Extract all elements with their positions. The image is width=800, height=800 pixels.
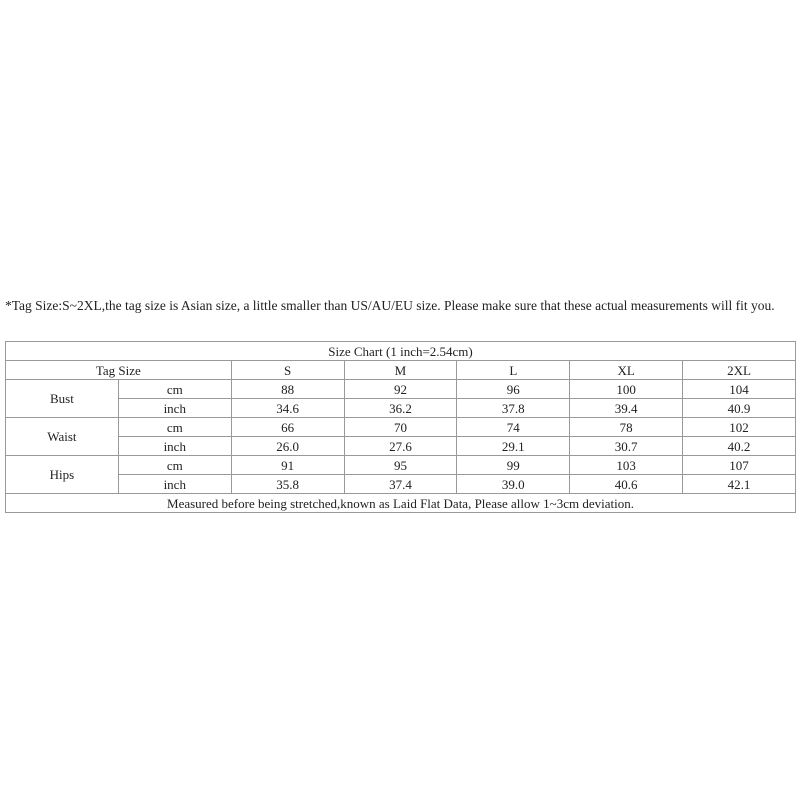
value-cell: 74 xyxy=(456,417,571,437)
table-row: Waist cm 66 70 74 78 102 xyxy=(5,417,796,456)
value-cell: 40.6 xyxy=(569,474,684,494)
unit-cell: cm xyxy=(117,455,232,475)
value-cell: 100 xyxy=(569,379,684,399)
value-cell: 40.9 xyxy=(682,398,796,418)
size-header-m: M xyxy=(343,360,458,380)
table-row: Bust cm 88 92 96 100 104 xyxy=(5,379,796,418)
size-header-2xl: 2XL xyxy=(682,360,796,380)
measurement-label: Hips xyxy=(5,455,119,494)
value-cell: 107 xyxy=(682,455,796,475)
value-cell: 40.2 xyxy=(682,436,796,456)
size-header-xl: XL xyxy=(569,360,684,380)
value-cell: 103 xyxy=(569,455,684,475)
title-row: Size Chart (1 inch=2.54cm) xyxy=(5,341,796,361)
value-cell: 88 xyxy=(230,379,345,399)
value-cell: 99 xyxy=(456,455,571,475)
table-row: inch 35.8 37.4 39.0 40.6 42.1 xyxy=(6,474,796,494)
value-cell: 27.6 xyxy=(343,436,458,456)
size-note: *Tag Size:S~2XL,the tag size is Asian si… xyxy=(5,298,775,313)
unit-cell: inch xyxy=(117,474,232,494)
value-cell: 95 xyxy=(343,455,458,475)
table-row: Hips cm 91 95 99 103 107 xyxy=(5,455,796,494)
table-row: inch 26.0 27.6 29.1 30.7 40.2 xyxy=(6,436,796,456)
value-cell: 66 xyxy=(230,417,345,437)
measurement-label: Waist xyxy=(5,417,119,456)
value-cell: 78 xyxy=(569,417,684,437)
unit-cell: inch xyxy=(117,398,232,418)
value-cell: 37.4 xyxy=(343,474,458,494)
size-header-l: L xyxy=(456,360,571,380)
value-cell: 39.4 xyxy=(569,398,684,418)
value-cell: 42.1 xyxy=(682,474,796,494)
value-cell: 92 xyxy=(343,379,458,399)
table-title: Size Chart (1 inch=2.54cm) xyxy=(5,341,796,361)
measurement-label: Bust xyxy=(5,379,119,418)
value-cell: 39.0 xyxy=(456,474,571,494)
value-cell: 35.8 xyxy=(230,474,345,494)
value-cell: 102 xyxy=(682,417,796,437)
unit-cell: inch xyxy=(117,436,232,456)
value-cell: 36.2 xyxy=(343,398,458,418)
unit-cell: cm xyxy=(117,417,232,437)
tag-size-header: Tag Size xyxy=(5,360,232,380)
value-cell: 37.8 xyxy=(456,398,571,418)
value-cell: 104 xyxy=(682,379,796,399)
value-cell: 91 xyxy=(230,455,345,475)
value-cell: 70 xyxy=(343,417,458,437)
header-row: Tag Size S M L XL 2XL xyxy=(5,360,796,380)
value-cell: 29.1 xyxy=(456,436,571,456)
value-cell: 96 xyxy=(456,379,571,399)
value-cell: 34.6 xyxy=(230,398,345,418)
value-cell: 26.0 xyxy=(230,436,345,456)
footer-row: Measured before being stretched,known as… xyxy=(5,493,796,513)
size-header-s: S xyxy=(230,360,345,380)
table-row: inch 34.6 36.2 37.8 39.4 40.9 xyxy=(6,398,796,418)
value-cell: 30.7 xyxy=(569,436,684,456)
unit-cell: cm xyxy=(117,379,232,399)
table-footer-note: Measured before being stretched,known as… xyxy=(5,493,796,513)
